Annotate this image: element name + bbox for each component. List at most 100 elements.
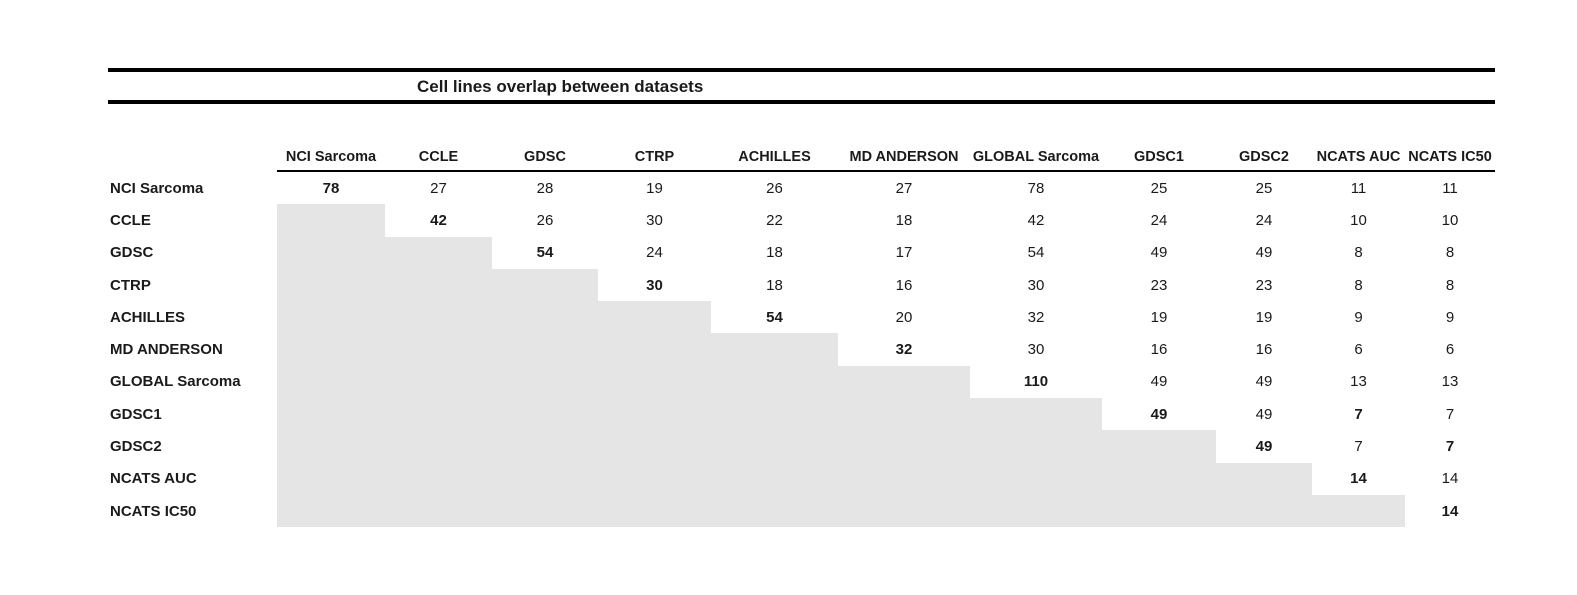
column-header: GDSC xyxy=(492,132,598,172)
overlap-value-cell: 49 xyxy=(1255,405,1273,423)
lower-triangle-cell xyxy=(838,430,970,463)
lower-triangle-cell xyxy=(970,494,1102,528)
overlap-value-cell: 32 xyxy=(895,341,913,359)
overlap-value-cell: 30 xyxy=(646,211,663,229)
row-label: GLOBAL Sarcoma xyxy=(110,373,241,391)
overlap-value-cell: 11 xyxy=(1442,179,1458,197)
overlap-value-cell: 9 xyxy=(1354,308,1363,326)
overlap-value-cell: 19 xyxy=(646,179,663,197)
overlap-value-cell: 49 xyxy=(1150,373,1168,391)
column-header: NCI Sarcoma xyxy=(277,132,385,172)
overlap-value-cell: 30 xyxy=(646,276,663,294)
lower-triangle-cell xyxy=(492,268,598,302)
lower-triangle-cell xyxy=(970,430,1102,463)
lower-triangle-cell xyxy=(277,365,385,399)
row-label: ACHILLES xyxy=(110,308,185,326)
overlap-value-cell: 30 xyxy=(1027,276,1045,294)
lower-triangle-cell xyxy=(598,462,711,495)
column-header: GDSC1 xyxy=(1102,132,1216,172)
corner-cell xyxy=(108,132,277,172)
overlap-value-cell: 24 xyxy=(1150,211,1168,229)
overlap-value-cell: 23 xyxy=(1255,276,1273,294)
column-header: NCATS AUC xyxy=(1312,132,1405,172)
lower-triangle-cell xyxy=(598,301,711,334)
overlap-value-cell: 42 xyxy=(430,211,447,229)
overlap-value-cell: 54 xyxy=(766,308,783,326)
overlap-value-cell: 7 xyxy=(1354,438,1363,456)
overlap-value-cell: 9 xyxy=(1445,308,1455,326)
lower-triangle-cell xyxy=(277,333,385,366)
row-label: CCLE xyxy=(110,211,151,229)
lower-triangle-cell xyxy=(385,494,492,528)
row-label: GDSC2 xyxy=(110,438,162,456)
overlap-value-cell: 11 xyxy=(1350,179,1367,197)
lower-triangle-cell xyxy=(970,398,1102,431)
column-header: NCATS IC50 xyxy=(1405,132,1495,172)
overlap-value-cell: 110 xyxy=(1023,373,1049,391)
row-label: NCI Sarcoma xyxy=(110,179,204,197)
lower-triangle-cell xyxy=(385,301,492,334)
overlap-value-cell: 13 xyxy=(1441,373,1459,391)
overlap-value-cell: 18 xyxy=(766,276,783,294)
lower-triangle-cell xyxy=(277,268,385,302)
overlap-value-cell: 27 xyxy=(430,179,447,197)
lower-triangle-cell xyxy=(711,462,838,495)
lower-triangle-cell xyxy=(711,494,838,528)
lower-triangle-cell xyxy=(492,398,598,431)
lower-triangle-cell xyxy=(385,333,492,366)
lower-triangle-cell xyxy=(492,462,598,495)
overlap-value-cell: 20 xyxy=(895,308,913,326)
lower-triangle-cell xyxy=(1102,462,1216,495)
overlap-value-cell: 18 xyxy=(766,244,783,262)
overlap-value-cell: 30 xyxy=(1027,341,1045,359)
overlap-value-cell: 8 xyxy=(1445,244,1455,262)
overlap-value-cell: 49 xyxy=(1255,373,1273,391)
overlap-value-cell: 14 xyxy=(1350,470,1367,488)
lower-triangle-cell xyxy=(1312,494,1405,528)
overlap-value-cell: 16 xyxy=(1150,341,1168,359)
lower-triangle-cell xyxy=(277,301,385,334)
overlap-value-cell: 7 xyxy=(1445,405,1455,423)
overlap-value-cell: 19 xyxy=(1255,308,1273,326)
overlap-value-cell: 49 xyxy=(1255,244,1273,262)
overlap-value-cell: 6 xyxy=(1445,341,1455,359)
lower-triangle-cell xyxy=(598,365,711,399)
overlap-value-cell: 18 xyxy=(895,211,913,229)
lower-triangle-cell xyxy=(277,494,385,528)
lower-triangle-cell xyxy=(711,365,838,399)
top-rule xyxy=(108,68,1495,72)
overlap-value-cell: 23 xyxy=(1150,276,1168,294)
overlap-value-cell: 49 xyxy=(1150,405,1168,423)
lower-triangle-cell xyxy=(385,236,492,269)
lower-triangle-cell xyxy=(385,398,492,431)
lower-triangle-cell xyxy=(1102,430,1216,463)
overlap-value-cell: 32 xyxy=(1027,308,1045,326)
column-header: CTRP xyxy=(598,132,711,172)
overlap-value-cell: 19 xyxy=(1150,308,1168,326)
lower-triangle-cell xyxy=(838,398,970,431)
overlap-value-cell: 54 xyxy=(1027,244,1045,262)
overlap-value-cell: 8 xyxy=(1354,276,1363,294)
overlap-value-cell: 42 xyxy=(1027,211,1045,229)
lower-triangle-cell xyxy=(711,398,838,431)
overlap-value-cell: 8 xyxy=(1445,276,1455,294)
lower-triangle-cell xyxy=(970,462,1102,495)
overlap-value-cell: 16 xyxy=(895,276,913,294)
overlap-value-cell: 27 xyxy=(895,179,913,197)
overlap-value-cell: 78 xyxy=(1027,179,1045,197)
overlap-value-cell: 10 xyxy=(1441,211,1459,229)
lower-triangle-cell xyxy=(1216,462,1312,495)
overlap-value-cell: 26 xyxy=(536,211,554,229)
overlap-value-cell: 7 xyxy=(1445,438,1455,456)
title-bottom-rule xyxy=(108,100,1495,104)
overlap-value-cell: 49 xyxy=(1255,438,1273,456)
overlap-value-cell: 54 xyxy=(536,244,554,262)
row-label: CTRP xyxy=(110,276,151,294)
lower-triangle-cell xyxy=(492,333,598,366)
overlap-value-cell: 14 xyxy=(1441,470,1459,488)
overlap-value-cell: 78 xyxy=(322,179,340,197)
lower-triangle-cell xyxy=(385,430,492,463)
row-label: MD ANDERSON xyxy=(110,341,223,359)
overlap-value-cell: 6 xyxy=(1354,341,1363,359)
